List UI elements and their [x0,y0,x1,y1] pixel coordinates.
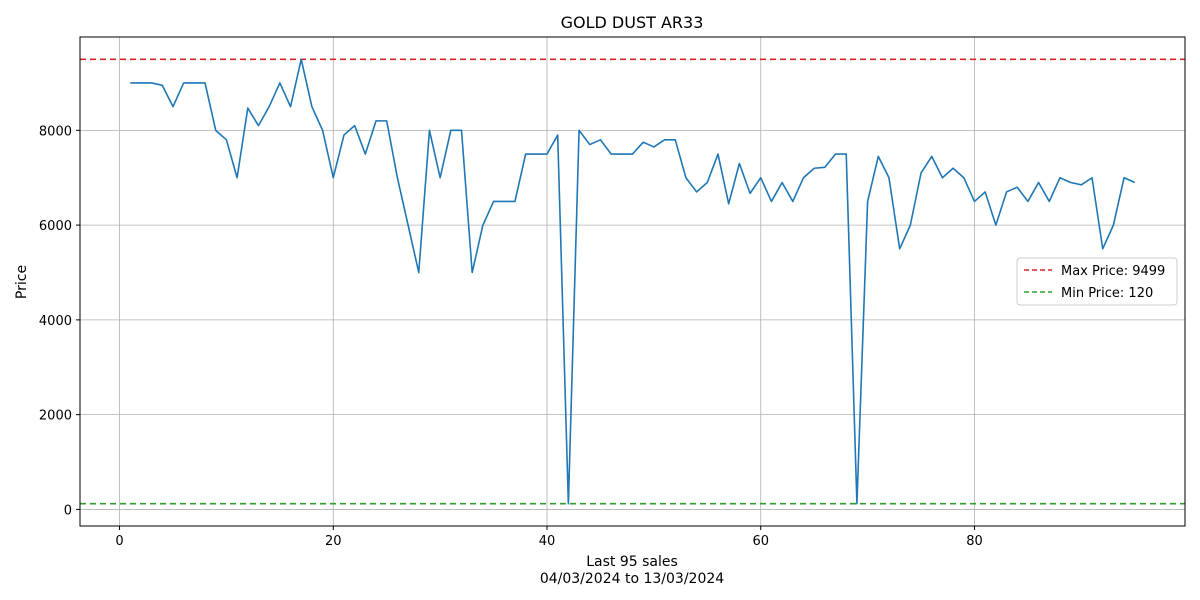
y-tick-label: 6000 [39,219,72,234]
plot-frame [79,36,1186,527]
series-layer [130,58,1136,505]
legend-box [1016,257,1178,306]
legend-label-min-price: Min Price: 120 [1061,286,1153,301]
legend-label-max-price: Max Price: 9499 [1061,264,1165,279]
x-axis-label: Last 95 sales [586,554,678,570]
y-tick-label: 4000 [39,314,72,329]
x-tick-label: 0 [115,534,123,549]
axis-ticks: 0 20 40 60 80 0 2000 4000 6000 8000 [39,124,983,549]
grid [80,37,1185,526]
x-tick-label: 60 [752,534,769,549]
y-tick-label: 2000 [39,409,72,424]
x-tick-label: 40 [539,534,556,549]
x-axis-date-range: 04/03/2024 to 13/03/2024 [540,571,724,587]
y-tick-label: 0 [64,503,72,518]
legend: Max Price: 9499 Min Price: 120 [1016,257,1178,306]
reference-lines [80,58,1185,505]
price-series-line [130,58,1136,505]
y-tick-label: 8000 [39,124,72,139]
x-tick-label: 80 [966,534,983,549]
y-axis-label: Price [14,265,30,299]
chart-title: GOLD DUST AR33 [561,13,704,32]
x-tick-label: 20 [325,534,342,549]
